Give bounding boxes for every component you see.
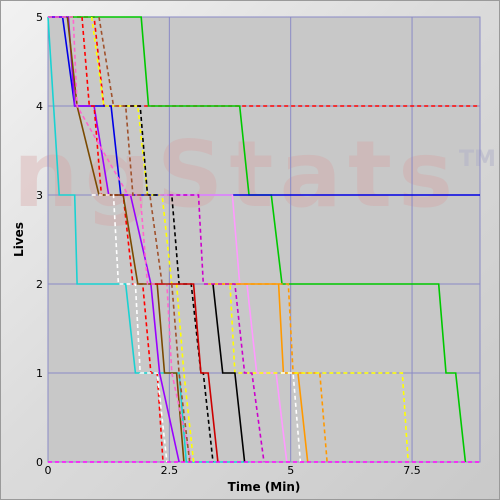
y-tick-label: 3 <box>36 189 43 202</box>
tick-labels: 0 2.5 5 7.5 0 1 2 3 4 5 <box>36 11 421 477</box>
y-tick-label: 1 <box>36 367 43 380</box>
y-axis-label: Lives <box>12 222 26 257</box>
series-line-9 <box>91 194 168 463</box>
series-line-19 <box>98 16 191 463</box>
y-tick-label: 0 <box>36 456 43 469</box>
y-tick-label: 2 <box>36 278 43 291</box>
x-tick-label: 0 <box>45 464 52 477</box>
series-line-15 <box>222 283 328 463</box>
x-tick-label: 2.5 <box>161 464 179 477</box>
series-lines <box>47 16 480 463</box>
series-line-4 <box>47 16 250 463</box>
x-tick-label: 5 <box>287 464 294 477</box>
series-line-20 <box>169 194 265 463</box>
series-line-6 <box>81 16 164 463</box>
series-line-8 <box>66 16 185 463</box>
x-tick-label: 7.5 <box>403 464 421 477</box>
watermark-trademark: TM <box>459 147 496 172</box>
plot-area <box>48 17 480 462</box>
series-line-13 <box>154 283 219 463</box>
x-axis-label: Time (Min) <box>228 480 301 494</box>
series-line-18 <box>212 283 246 463</box>
series-line-17 <box>281 372 302 463</box>
y-tick-label: 4 <box>36 100 43 113</box>
y-tick-label: 5 <box>36 11 43 24</box>
